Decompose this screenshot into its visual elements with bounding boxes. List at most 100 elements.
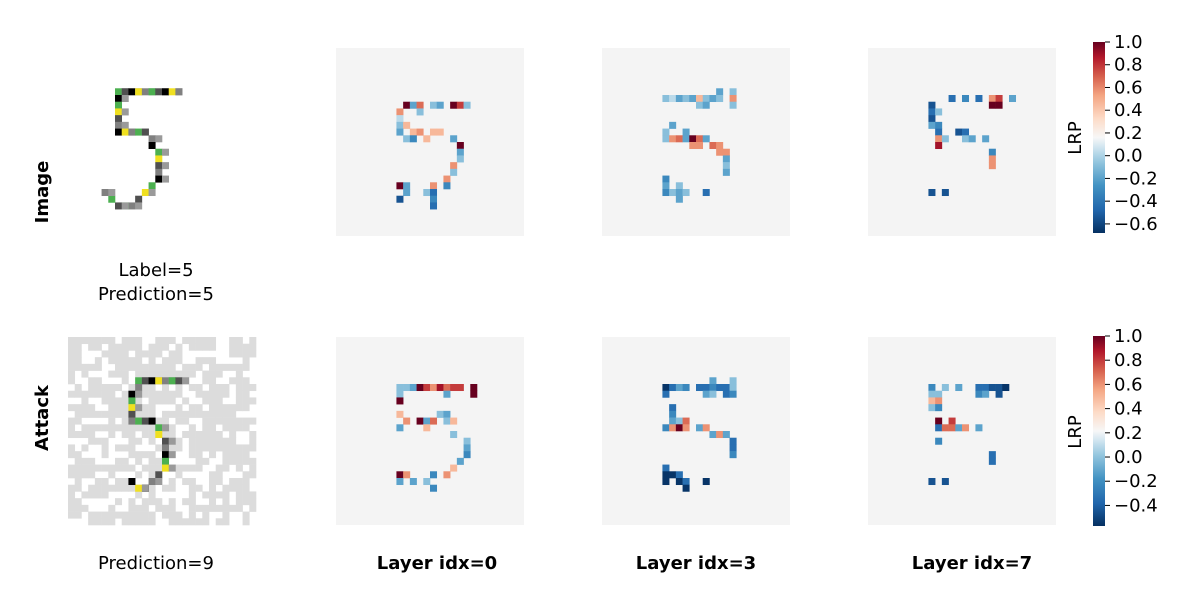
noise-pixel	[108, 431, 116, 439]
noise-pixel	[121, 337, 129, 345]
noise-pixel	[175, 471, 183, 479]
noise-pixel	[68, 337, 76, 345]
noise-pixel	[108, 370, 116, 378]
noise-pixel	[68, 451, 76, 459]
noise-pixel	[101, 518, 109, 526]
noise-pixel	[74, 337, 82, 345]
noise-pixel	[74, 511, 82, 519]
colorbar-tick-label: 0.8	[1114, 55, 1143, 76]
heatmap-cell	[988, 95, 996, 103]
noise-pixel	[101, 437, 109, 445]
heatmap-panels	[68, 48, 1056, 526]
noise-pixel	[209, 384, 217, 392]
noise-pixel	[195, 357, 203, 365]
heatmap-cell	[423, 424, 431, 432]
digit-pixel	[135, 484, 143, 492]
digit-pixel	[155, 88, 163, 96]
heatmap-cell	[702, 95, 710, 103]
noise-pixel	[182, 417, 190, 425]
heatmap-cell	[935, 424, 943, 432]
noise-pixel	[209, 410, 217, 418]
heatmap-cell	[443, 390, 451, 398]
noise-pixel	[94, 410, 102, 418]
noise-pixel	[155, 417, 163, 425]
noise-pixel	[68, 444, 76, 452]
noise-pixel	[108, 464, 116, 472]
heatmap-cell	[463, 451, 471, 459]
heatmap-cell	[450, 417, 458, 425]
noise-pixel	[188, 484, 196, 492]
digit-pixel	[135, 128, 143, 136]
noise-pixel	[249, 444, 257, 452]
caption-prediction: Prediction=5	[98, 284, 214, 305]
heatmap-cell	[450, 464, 458, 472]
digit-pixel	[141, 189, 149, 197]
noise-pixel	[128, 384, 136, 392]
noise-pixel	[74, 478, 82, 486]
noise-pixel	[115, 357, 123, 365]
caption-label: Label=5	[118, 260, 193, 281]
heatmap-cell	[722, 162, 730, 170]
heatmap-cell	[988, 384, 996, 392]
heatmap-cell	[409, 101, 417, 109]
noise-pixel	[242, 471, 250, 479]
colorbar-top: 1.00.80.60.40.20.0−0.2−0.4−0.6 LRP	[1065, 32, 1158, 235]
noise-pixel	[88, 491, 96, 499]
noise-pixel	[229, 343, 237, 351]
heatmap-cell	[430, 101, 438, 109]
noise-pixel	[115, 498, 123, 506]
noise-pixel	[94, 424, 102, 432]
heatmap-cell	[430, 128, 438, 136]
heatmap-cell	[709, 95, 717, 103]
noise-pixel	[202, 357, 210, 365]
noise-pixel	[242, 444, 250, 452]
noise-pixel	[235, 464, 243, 472]
digit-pixel	[168, 437, 176, 445]
noise-pixel	[68, 431, 76, 439]
heatmap-cell	[702, 390, 710, 398]
noise-pixel	[121, 410, 129, 418]
noise-pixel	[195, 363, 203, 371]
noise-pixel	[202, 504, 210, 512]
heatmap-cell	[955, 384, 963, 392]
noise-pixel	[101, 491, 109, 499]
heatmap-cell	[948, 424, 956, 432]
noise-pixel	[88, 437, 96, 445]
noise-pixel	[235, 504, 243, 512]
heatmap-cell	[662, 175, 670, 183]
noise-pixel	[135, 357, 143, 365]
noise-pixel	[202, 511, 210, 519]
heatmap-cell	[928, 189, 936, 197]
noise-pixel	[175, 511, 183, 519]
heatmap-cell	[423, 189, 431, 197]
colorbar-tick-label: 0.2	[1114, 123, 1143, 144]
noise-pixel	[81, 431, 89, 439]
noise-pixel	[242, 451, 250, 459]
noise-pixel	[108, 384, 116, 392]
noise-pixel	[202, 337, 210, 345]
noise-pixel	[108, 504, 116, 512]
heatmap-cell	[995, 390, 1003, 398]
noise-pixel	[121, 397, 129, 405]
heatmap-cell	[396, 195, 404, 203]
noise-pixel	[101, 451, 109, 459]
noise-pixel	[235, 350, 243, 358]
heatmap-cell	[948, 417, 956, 425]
heatmap-cell	[729, 444, 737, 452]
noise-pixel	[121, 404, 129, 412]
noise-pixel	[235, 457, 243, 465]
noise-pixel	[229, 457, 237, 465]
noise-pixel	[202, 518, 210, 526]
noise-pixel	[188, 431, 196, 439]
heatmap-cell	[396, 182, 404, 190]
colorbar-tick-label: −0.4	[1114, 495, 1158, 516]
colorbar-top-label: LRP	[1065, 121, 1086, 155]
digit-pixel	[115, 88, 123, 96]
noise-pixel	[209, 431, 217, 439]
noise-pixel	[108, 424, 116, 432]
heatmap-cell	[436, 410, 444, 418]
noise-pixel	[162, 511, 170, 519]
heatmap-cell	[962, 424, 970, 432]
noise-pixel	[168, 504, 176, 512]
column-title-layer7: Layer idx=7	[912, 553, 1032, 574]
